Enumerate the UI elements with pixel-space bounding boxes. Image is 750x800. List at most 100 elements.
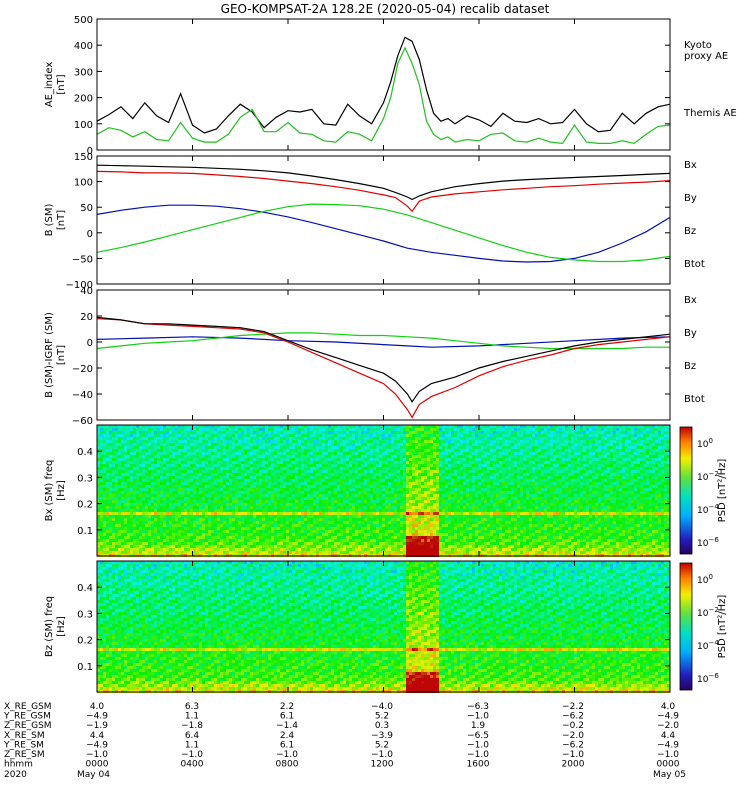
spectrogram-cell bbox=[217, 458, 220, 461]
spectrogram-cell bbox=[214, 485, 217, 488]
spectrogram-cell bbox=[292, 473, 295, 476]
spectrogram-cell bbox=[163, 548, 166, 551]
spectrogram-cell bbox=[175, 497, 178, 500]
spectrogram-cell bbox=[346, 515, 349, 518]
spectrogram-cell bbox=[322, 500, 325, 503]
spectrogram-cell bbox=[418, 536, 421, 539]
spectrogram-cell bbox=[175, 476, 178, 479]
spectrogram-cell bbox=[247, 533, 250, 536]
spectrogram-cell bbox=[328, 455, 331, 458]
spectrogram-cell bbox=[313, 539, 316, 542]
spectrogram-cell bbox=[220, 449, 223, 452]
spectrogram-cell bbox=[286, 491, 289, 494]
spectrogram-cell bbox=[364, 455, 367, 458]
spectrogram-cell bbox=[193, 440, 196, 443]
spectrogram-cell bbox=[169, 521, 172, 524]
spectrogram-cell bbox=[136, 452, 139, 455]
spectrogram-cell bbox=[262, 545, 265, 548]
spectrogram-cell bbox=[304, 449, 307, 452]
spectrogram-cell bbox=[316, 542, 319, 545]
spectrogram-cell bbox=[319, 509, 322, 512]
spectrogram-cell bbox=[211, 446, 214, 449]
spectrogram-cell bbox=[409, 524, 412, 527]
y-tick-label: 50 bbox=[80, 203, 93, 214]
spectrogram-cell bbox=[313, 536, 316, 539]
spectrogram-cell bbox=[286, 506, 289, 509]
spectrogram-cell bbox=[361, 518, 364, 521]
spectrogram-cell bbox=[361, 461, 364, 464]
spectrogram-cell bbox=[202, 437, 205, 440]
spectrogram-cell bbox=[121, 506, 124, 509]
spectrogram-cell bbox=[328, 494, 331, 497]
spectrogram-cell bbox=[325, 545, 328, 548]
spectrogram-cell bbox=[277, 509, 280, 512]
spectrogram-cell bbox=[208, 494, 211, 497]
spectrogram-cell bbox=[403, 533, 406, 536]
spectrogram-cell bbox=[157, 545, 160, 548]
spectrogram-cell bbox=[313, 425, 316, 428]
spectrogram-cell bbox=[214, 458, 217, 461]
spectrogram-cell bbox=[397, 482, 400, 485]
spectrogram-cell bbox=[193, 464, 196, 467]
spectrogram-cell bbox=[277, 530, 280, 533]
spectrogram-cell bbox=[262, 503, 265, 506]
spectrogram-cell bbox=[274, 542, 277, 545]
spectrogram-cell bbox=[202, 482, 205, 485]
spectrogram-cell bbox=[106, 431, 109, 434]
spectrogram-cell bbox=[373, 446, 376, 449]
spectrogram-cell bbox=[406, 530, 409, 533]
spectrogram-cell bbox=[187, 494, 190, 497]
spectrogram-cell bbox=[403, 491, 406, 494]
spectrogram-cell bbox=[415, 482, 418, 485]
spectrogram-cell bbox=[202, 527, 205, 530]
spectrogram-cell bbox=[421, 524, 424, 527]
spectrogram-cell bbox=[235, 434, 238, 437]
spectrogram-cell bbox=[247, 470, 250, 473]
spectrogram-cell bbox=[211, 491, 214, 494]
spectrogram-cell bbox=[148, 437, 151, 440]
spectrogram-cell bbox=[145, 455, 148, 458]
spectrogram-cell bbox=[199, 491, 202, 494]
spectrogram-cell bbox=[313, 446, 316, 449]
spectrogram-cell bbox=[316, 503, 319, 506]
spectrogram-cell bbox=[340, 482, 343, 485]
spectrogram-cell bbox=[229, 527, 232, 530]
spectrogram-cell bbox=[355, 443, 358, 446]
spectrogram-cell bbox=[223, 479, 226, 482]
spectrogram-cell bbox=[139, 497, 142, 500]
spectrogram-cell bbox=[364, 524, 367, 527]
spectrogram-cell bbox=[295, 551, 298, 554]
spectrogram-cell bbox=[235, 464, 238, 467]
spectrogram-cell bbox=[415, 521, 418, 524]
spectrogram-cell bbox=[124, 440, 127, 443]
spectrogram-cell bbox=[412, 551, 415, 554]
spectrogram-cell bbox=[145, 491, 148, 494]
spectrogram-cell bbox=[382, 476, 385, 479]
spectrogram-cell bbox=[112, 488, 115, 491]
spectrogram-cell bbox=[265, 428, 268, 431]
spectrogram-cell bbox=[112, 440, 115, 443]
spectrogram-cell bbox=[292, 551, 295, 554]
spectrogram-cell bbox=[289, 497, 292, 500]
spectrogram-cell bbox=[244, 494, 247, 497]
spectrogram-cell bbox=[316, 512, 319, 515]
spectrogram-cell bbox=[244, 503, 247, 506]
spectrogram-cell bbox=[160, 488, 163, 491]
spectrogram-cell bbox=[415, 440, 418, 443]
spectrogram-cell bbox=[166, 536, 169, 539]
spectrogram-cell bbox=[355, 467, 358, 470]
spectrogram-cell bbox=[238, 461, 241, 464]
spectrogram-cell bbox=[376, 455, 379, 458]
spectrogram-cell bbox=[385, 461, 388, 464]
spectrogram-cell bbox=[358, 527, 361, 530]
spectrogram-cell bbox=[151, 509, 154, 512]
spectrogram-cell bbox=[220, 509, 223, 512]
spectrogram-cell bbox=[106, 509, 109, 512]
spectrogram-cell bbox=[334, 428, 337, 431]
spectrogram-cell bbox=[175, 467, 178, 470]
spectrogram-cell bbox=[256, 503, 259, 506]
spectrogram-cell bbox=[154, 482, 157, 485]
spectrogram-cell bbox=[100, 482, 103, 485]
spectrogram-cell bbox=[340, 470, 343, 473]
spectrogram-cell bbox=[415, 551, 418, 554]
